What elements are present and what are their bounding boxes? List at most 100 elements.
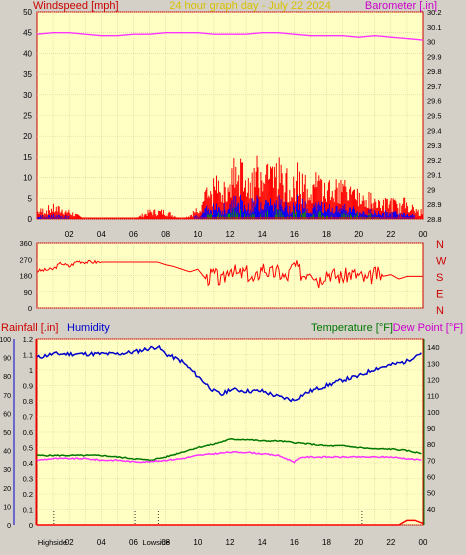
wind-y-tick-label: 45 (23, 29, 32, 38)
rainfall-series-line (37, 519, 424, 526)
temperature-y-tick-label: 130 (427, 359, 440, 368)
temperature-y-tick-label: 90 (427, 424, 435, 433)
bottom-x-tick-label: 16 (290, 538, 299, 547)
wind-y-tick-label: 20 (23, 132, 32, 141)
compass-label: S (436, 272, 443, 284)
bottom-x-tick-label: 04 (97, 538, 106, 547)
wind-x-tick-label: 04 (97, 230, 106, 239)
direction-y-tick-label: 90 (24, 288, 32, 297)
title-barometer-label: Barometer [.in] (365, 0, 437, 12)
barometer-y-tick-label: 29.1 (427, 171, 442, 180)
rainfall-y-tick-label: 0.2 (23, 490, 33, 499)
humidity-axis-label: Humidity (67, 322, 110, 334)
wind-y-tick-label: 40 (23, 49, 32, 58)
barometer-y-tick-label: 29.3 (427, 141, 442, 150)
wind-y-tick-label: 35 (23, 70, 32, 79)
barometer-y-tick-label: 29.9 (427, 52, 442, 61)
humidity-y-tick-label: 30 (3, 467, 11, 474)
wind-y-tick-label: 10 (23, 174, 32, 183)
compass-label: N (436, 305, 444, 317)
barometer-y-tick-label: 29.4 (427, 126, 442, 135)
wind-x-tick-label: 12 (226, 230, 235, 239)
direction-y-tick-label: 0 (28, 304, 32, 313)
wind-y-tick-label: 25 (23, 112, 32, 121)
barometer-y-tick-label: 29.5 (427, 112, 442, 121)
dewpoint-series-line (36, 450, 422, 464)
bottom-x-tick-label: 00 (419, 538, 428, 547)
barometer-y-tick-label: 28.9 (427, 200, 442, 209)
wind-x-tick-label: 02 (65, 230, 74, 239)
compass-label: E (436, 289, 443, 301)
chart-title: 24 hour graph day - July 22 2024 (169, 0, 330, 12)
barometer-y-tick-label: 28.8 (427, 215, 442, 224)
wind-y-tick-label: 5 (28, 194, 33, 203)
temperature-y-tick-label: 100 (427, 408, 440, 417)
wind-x-tick-label: 20 (354, 230, 363, 239)
barometer-y-tick-label: 29.6 (427, 97, 442, 106)
title-windspeed-label: Windspeed [mph] (33, 0, 119, 12)
wind-x-tick-label: 08 (161, 230, 170, 239)
rainfall-y-tick-label: 0.3 (23, 475, 33, 484)
wind-x-tick-label: 22 (386, 230, 395, 239)
wind-x-tick-label: 16 (290, 230, 299, 239)
barometer-series-line (36, 32, 424, 41)
temperature-y-tick-label: 110 (427, 392, 439, 401)
barometer-y-tick-label: 29 (427, 185, 435, 194)
annotation-label: Highside (38, 538, 67, 547)
rainfall-y-tick-label: 0 (29, 521, 33, 530)
temperature-y-tick-label: 80 (427, 440, 435, 449)
wind-y-tick-label: 0 (28, 215, 33, 224)
barometer-y-tick-label: 30.1 (427, 23, 442, 32)
rainfall-y-tick-label: 0.4 (23, 459, 33, 468)
temperature-axis-label: Temperature [°F] (311, 322, 393, 334)
wind-y-tick-label: 15 (23, 153, 32, 162)
rainfall-y-tick-label: 0.7 (23, 413, 33, 422)
rainfall-y-tick-label: 0.9 (23, 382, 33, 391)
humidity-y-tick-label: 0 (7, 523, 11, 530)
bottom-x-tick-label: 08 (161, 538, 170, 547)
rainfall-y-tick-label: 0.8 (23, 397, 33, 406)
bottom-x-tick-label: 06 (129, 538, 138, 547)
wind-x-tick-label: 06 (129, 230, 138, 239)
temperature-y-tick-label: 70 (427, 456, 435, 465)
barometer-y-tick-label: 30 (427, 38, 435, 47)
barometer-y-tick-label: 29.8 (427, 67, 442, 76)
temperature-y-tick-label: 60 (427, 472, 435, 481)
compass-label: W (436, 256, 447, 268)
annotation-label: Lowside (142, 538, 170, 547)
rainfall-y-tick-label: 1 (29, 366, 33, 375)
humidity-y-tick-label: 80 (3, 374, 11, 381)
wind-y-tick-label: 30 (23, 91, 32, 100)
compass-label: N (436, 239, 444, 251)
barometer-y-tick-label: 29.2 (427, 156, 442, 165)
temperature-y-tick-label: 120 (427, 375, 440, 384)
bottom-x-tick-label: 18 (322, 538, 331, 547)
rainfall-y-tick-label: 1.1 (23, 351, 33, 360)
rainfall-axis-label: Rainfall [.in] (1, 322, 58, 334)
temperature-y-tick-label: 40 (427, 505, 435, 514)
humidity-series-line (36, 344, 422, 403)
humidity-y-tick-label: 100 (0, 337, 11, 344)
temperature-y-tick-label: 140 (427, 343, 440, 352)
barometer-y-tick-label: 30.2 (427, 8, 442, 17)
temperature-y-tick-label: 50 (427, 489, 435, 498)
rainfall-y-tick-label: 0.5 (23, 444, 33, 453)
humidity-y-tick-label: 20 (3, 486, 11, 493)
bottom-x-tick-label: 10 (193, 538, 202, 547)
bottom-x-tick-label: 14 (258, 538, 267, 547)
temperature-series-line (36, 438, 422, 462)
direction-y-tick-label: 360 (19, 239, 32, 248)
barometer-y-tick-label: 29.7 (427, 82, 442, 91)
rainfall-y-tick-label: 0.6 (23, 428, 33, 437)
bottom-x-tick-label: 22 (386, 538, 395, 547)
humidity-y-tick-label: 60 (3, 411, 11, 418)
wind-x-tick-label: 00 (419, 230, 428, 239)
rainfall-y-tick-label: 0.1 (23, 506, 33, 515)
wind-direction-series-line (36, 259, 423, 289)
direction-y-tick-label: 270 (19, 255, 32, 264)
humidity-y-tick-label: 70 (3, 393, 11, 400)
wind-x-tick-label: 18 (322, 230, 331, 239)
